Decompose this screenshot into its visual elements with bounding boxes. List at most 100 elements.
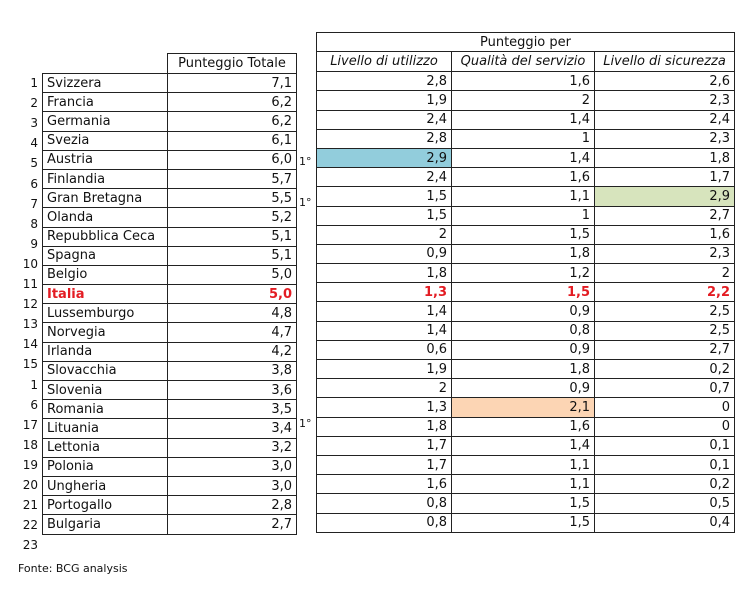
- safety-score: 0: [594, 416, 735, 437]
- country-name: Slovenia: [42, 379, 168, 401]
- rank-number: 20: [22, 478, 38, 492]
- total-score: 5,0: [167, 264, 297, 286]
- table-row: 1,4 0,8 2,5: [316, 320, 735, 341]
- table-row: 1,3 2,1 0: [316, 397, 735, 418]
- table-row: Svizzera 7,1: [42, 72, 297, 94]
- country-name: Romania: [42, 399, 168, 420]
- header-total: Punteggio Totale: [167, 53, 297, 74]
- table-row: 1,9 2 2,3: [316, 90, 735, 111]
- usage-score: 1,3: [316, 397, 452, 418]
- country-name: Bulgaria: [42, 514, 168, 535]
- table-row: 0,8 1,5 0,4: [316, 512, 735, 533]
- table-row: 1,7 1,4 0,1: [316, 435, 735, 456]
- rank-number: 1: [30, 76, 38, 90]
- table-row: 0,6 0,9 2,7: [316, 339, 735, 361]
- first-place-mark: 1°: [299, 155, 312, 169]
- usage-score: 1,7: [316, 454, 452, 476]
- country-name: Polonia: [42, 456, 168, 477]
- first-place-mark: 1°: [299, 195, 312, 209]
- safety-score: 0,7: [594, 378, 735, 399]
- rank-number: 19: [22, 457, 38, 472]
- table-row: Germania 6,2: [42, 111, 297, 132]
- quality-score: 1,5: [451, 493, 595, 514]
- country-name: Gran Bretagna: [42, 188, 168, 209]
- quality-score: 0,9: [451, 339, 595, 361]
- table-row: Ungheria 3,0: [42, 475, 297, 497]
- total-score: 5,1: [167, 226, 297, 247]
- table-row: Lettonia 3,2: [42, 437, 297, 458]
- safety-score: 0,1: [594, 435, 735, 456]
- usage-score: 2: [316, 224, 452, 245]
- table-row: 2,4 1,6 1,7: [316, 167, 735, 188]
- table-row: 1,5 1,1 2,9: [316, 186, 735, 207]
- table-row: 2,8 1 2,3: [316, 128, 735, 149]
- country-name: Italia: [42, 284, 168, 305]
- table-row: Svezia 6,1: [42, 130, 297, 151]
- country-name: Norvegia: [42, 322, 168, 343]
- rank-number: 23: [22, 538, 38, 553]
- table-row: Irlanda 4,2: [42, 341, 297, 362]
- usage-score: 1,8: [316, 263, 452, 284]
- usage-score: 2,8: [316, 128, 452, 149]
- safety-score: 2,5: [594, 320, 735, 341]
- table-row: 2,9 1,4 1,8: [316, 147, 735, 169]
- quality-score: 1,8: [451, 358, 595, 380]
- total-score: 5,1: [167, 245, 297, 266]
- header-group: Punteggio per: [316, 31, 735, 53]
- table-row: Belgio 5,0: [42, 264, 297, 286]
- rank-number: 2: [30, 96, 38, 111]
- usage-score: 1,7: [316, 435, 452, 456]
- safety-score-highlight: 2,9: [594, 186, 735, 207]
- rank-number: 14: [22, 337, 38, 352]
- table-row: Italia 5,0: [42, 284, 297, 305]
- safety-score: 2: [594, 263, 735, 284]
- rank-number: 13: [22, 317, 38, 332]
- country-name: Austria: [42, 149, 168, 170]
- usage-score: 1,8: [316, 416, 452, 437]
- usage-score: 2,4: [316, 109, 452, 130]
- table-row: 2,4 1,4 2,4: [316, 109, 735, 130]
- total-score: 3,2: [167, 437, 297, 458]
- rank-number: 15: [22, 357, 38, 372]
- total-score: 5,2: [167, 207, 297, 228]
- header-safety: Livello di sicurezza: [594, 51, 735, 73]
- header-usage: Livello di utilizzo: [316, 51, 452, 73]
- total-score: 3,6: [167, 379, 297, 401]
- right-table: Punteggio per Livello di utilizzo Qualit…: [316, 31, 735, 533]
- country-name: Lituania: [42, 418, 168, 439]
- safety-score: 0: [594, 397, 735, 418]
- usage-score: 2,4: [316, 167, 452, 188]
- quality-score: 1,4: [451, 147, 595, 169]
- total-score: 5,0: [167, 284, 297, 305]
- total-score: 3,0: [167, 475, 297, 497]
- quality-score: 1,6: [451, 167, 595, 188]
- quality-score: 1: [451, 128, 595, 149]
- rank-number: 9: [30, 236, 38, 251]
- quality-score: 1,8: [451, 243, 595, 265]
- total-score: 3,4: [167, 418, 297, 439]
- total-score: 2,8: [167, 495, 297, 516]
- safety-score: 2,3: [594, 128, 735, 149]
- usage-score: 0,6: [316, 339, 452, 361]
- quality-score: 0,9: [451, 301, 595, 322]
- table-row: Slovenia 3,6: [42, 379, 297, 401]
- quality-score: 1,1: [451, 474, 595, 495]
- rank-number: 18: [22, 437, 38, 452]
- usage-score: 2: [316, 378, 452, 399]
- rank-number: 5: [30, 156, 38, 171]
- rank-number: 8: [30, 216, 38, 231]
- quality-score: 1,5: [451, 282, 595, 303]
- total-score: 7,1: [167, 72, 297, 94]
- country-name: Ungheria: [42, 475, 168, 497]
- quality-score: 1,4: [451, 435, 595, 456]
- usage-score: 0,8: [316, 512, 452, 533]
- table-row: 1,7 1,1 0,1: [316, 454, 735, 476]
- quality-score: 1,1: [451, 454, 595, 476]
- usage-score: 1,3: [316, 282, 452, 303]
- quality-score: 1,5: [451, 224, 595, 245]
- table-row: 1,8 1,2 2: [316, 263, 735, 284]
- quality-score: 1,1: [451, 186, 595, 207]
- usage-score: 1,4: [316, 301, 452, 322]
- left-header-blank: [42, 53, 168, 74]
